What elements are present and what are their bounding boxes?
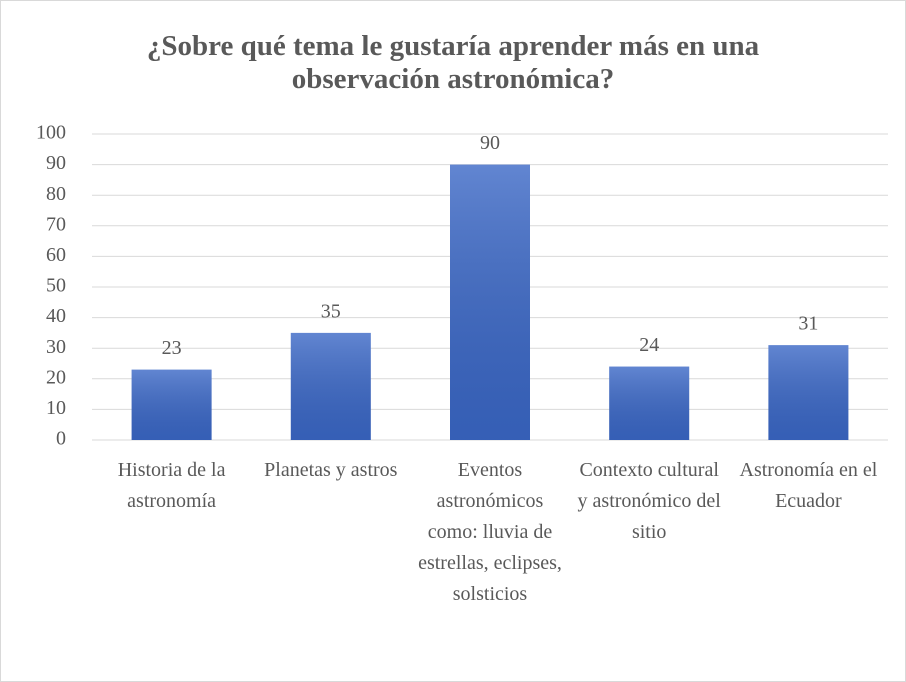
y-tick-label: 100: [36, 122, 66, 144]
x-tick-label: Contexto cultural y astronómico del siti…: [577, 459, 721, 543]
y-tick-label: 50: [46, 275, 66, 297]
bar-shade: [609, 366, 690, 440]
y-tick-label: 10: [46, 397, 66, 419]
bar-shade: [290, 332, 371, 440]
data-label: 24: [639, 334, 659, 356]
bar-shade: [450, 164, 530, 440]
data-label: 23: [162, 337, 182, 359]
title-box: ¿Sobre qué tema le gustaría aprender más…: [146, 30, 760, 95]
y-tick-label: 90: [46, 152, 66, 174]
y-tick-label: 70: [46, 213, 66, 235]
y-tick-label: 80: [46, 183, 66, 205]
y-tick-label: 0: [56, 428, 66, 450]
bar-shade: [131, 369, 212, 440]
y-tick-label: 40: [46, 305, 66, 327]
x-tick-label: Eventos astronómicos como: lluvia de est…: [418, 459, 562, 605]
bar-shade: [768, 345, 849, 440]
x-tick-label: Historia de la astronomía: [117, 459, 226, 512]
y-tick-label: 30: [46, 336, 66, 358]
data-label: 90: [480, 132, 500, 154]
chart-title: ¿Sobre qué tema le gustaría aprender más…: [146, 30, 760, 95]
y-tick-label: 60: [46, 244, 66, 266]
data-label: 35: [321, 300, 341, 322]
x-tick-label: Astronomía en el Ecuador: [739, 459, 878, 512]
y-tick-label: 20: [46, 366, 66, 388]
data-label: 31: [798, 313, 818, 335]
x-tick-label: Planetas y astros: [264, 459, 398, 481]
